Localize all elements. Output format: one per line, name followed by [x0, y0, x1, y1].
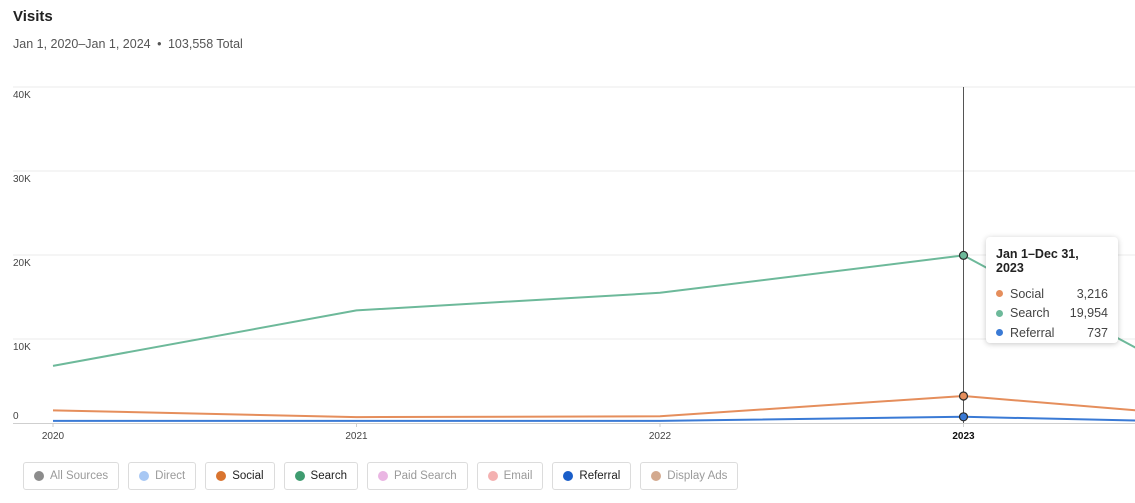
tooltip-value: 3,216 — [1076, 286, 1108, 301]
tooltip-dot-social — [996, 290, 1003, 298]
legend-label: Referral — [579, 470, 621, 482]
x-tick-label: 2020 — [42, 431, 65, 442]
y-tick-label: 20K — [13, 258, 31, 269]
tooltip-label: Social — [1010, 286, 1045, 301]
filter-direct[interactable]: Direct — [128, 462, 197, 490]
filter-display-ads[interactable]: Display Ads — [640, 462, 739, 490]
hover-tooltip: Jan 1–Dec 31, 2023 Social 3,216 Search 1… — [986, 237, 1118, 343]
date-range: Jan 1, 2020–Jan 1, 2024 — [13, 37, 151, 51]
legend-label: All Sources — [50, 470, 109, 482]
tooltip-label: Referral — [1010, 325, 1055, 340]
x-axis: 2020 2021 2022 2023 — [13, 423, 1135, 442]
source-filter-legend: All Sources Direct Social Search Paid Se… — [23, 462, 739, 490]
series-line-social — [52, 395, 1135, 419]
legend-label: Email — [503, 470, 533, 482]
filter-search[interactable]: Search — [283, 462, 358, 490]
filter-email[interactable]: Email — [476, 462, 544, 490]
tooltip-row-search: Search 19,954 — [996, 304, 1108, 324]
legend-label: Social — [232, 470, 264, 482]
legend-dot — [651, 471, 662, 481]
marker-referral — [958, 412, 969, 422]
x-tick-label: 2023 — [952, 431, 975, 442]
x-tick-label: 2021 — [345, 431, 368, 442]
y-tick-label: 0 — [13, 411, 19, 422]
legend-dot — [216, 471, 227, 481]
chart-subtitle: Jan 1, 2020–Jan 1, 2024 • 103,558 Total — [13, 36, 243, 52]
filter-referral[interactable]: Referral — [552, 462, 632, 490]
y-tick-label: 10K — [13, 342, 31, 353]
series-line-referral — [53, 415, 1135, 422]
tooltip-title: Jan 1–Dec 31, 2023 — [996, 247, 1079, 275]
tooltip-dot-search — [996, 309, 1003, 317]
series-markers — [958, 250, 969, 422]
filter-paid-search[interactable]: Paid Search — [366, 462, 468, 490]
tooltip-value: 737 — [1087, 325, 1108, 340]
legend-label: Search — [310, 470, 347, 482]
series-lines — [52, 254, 1135, 422]
visits-line-chart[interactable]: 0 10K 20K 30K 40K 2020 2021 2022 2023 — [0, 0, 1135, 455]
legend-dot — [34, 471, 44, 481]
x-tick-label: 2022 — [649, 431, 672, 442]
marker-social — [958, 391, 969, 401]
chart-title: Visits — [13, 8, 53, 25]
subtitle-separator: • — [157, 37, 162, 51]
legend-dot — [294, 471, 305, 481]
y-tick-label: 30K — [13, 174, 31, 185]
tooltip-value: 19,954 — [1069, 306, 1108, 321]
filter-all-sources[interactable]: All Sources — [23, 462, 120, 490]
legend-dot — [377, 471, 388, 481]
total-visits: 103,558 Total — [167, 37, 243, 51]
tooltip-dot-referral — [996, 329, 1003, 337]
chart-header: Visits Jan 1, 2020–Jan 1, 2024 • 103,558… — [13, 8, 243, 52]
tooltip-row-referral: Referral 737 — [996, 323, 1108, 343]
legend-dot — [139, 471, 150, 481]
legend-dot — [563, 471, 574, 481]
y-tick-label: 40K — [13, 90, 31, 101]
legend-label: Display Ads — [667, 470, 728, 482]
y-axis-labels: 0 10K 20K 30K 40K — [13, 90, 31, 422]
legend-dot — [487, 471, 498, 481]
tooltip-label: Search — [1010, 306, 1050, 321]
marker-search — [958, 250, 969, 260]
series-line-search — [52, 254, 1135, 367]
legend-label: Paid Search — [393, 470, 457, 482]
grid-lines — [13, 86, 1135, 340]
filter-social[interactable]: Social — [205, 462, 275, 490]
tooltip-row-social: Social 3,216 — [996, 284, 1108, 304]
legend-label: Direct — [155, 470, 186, 482]
